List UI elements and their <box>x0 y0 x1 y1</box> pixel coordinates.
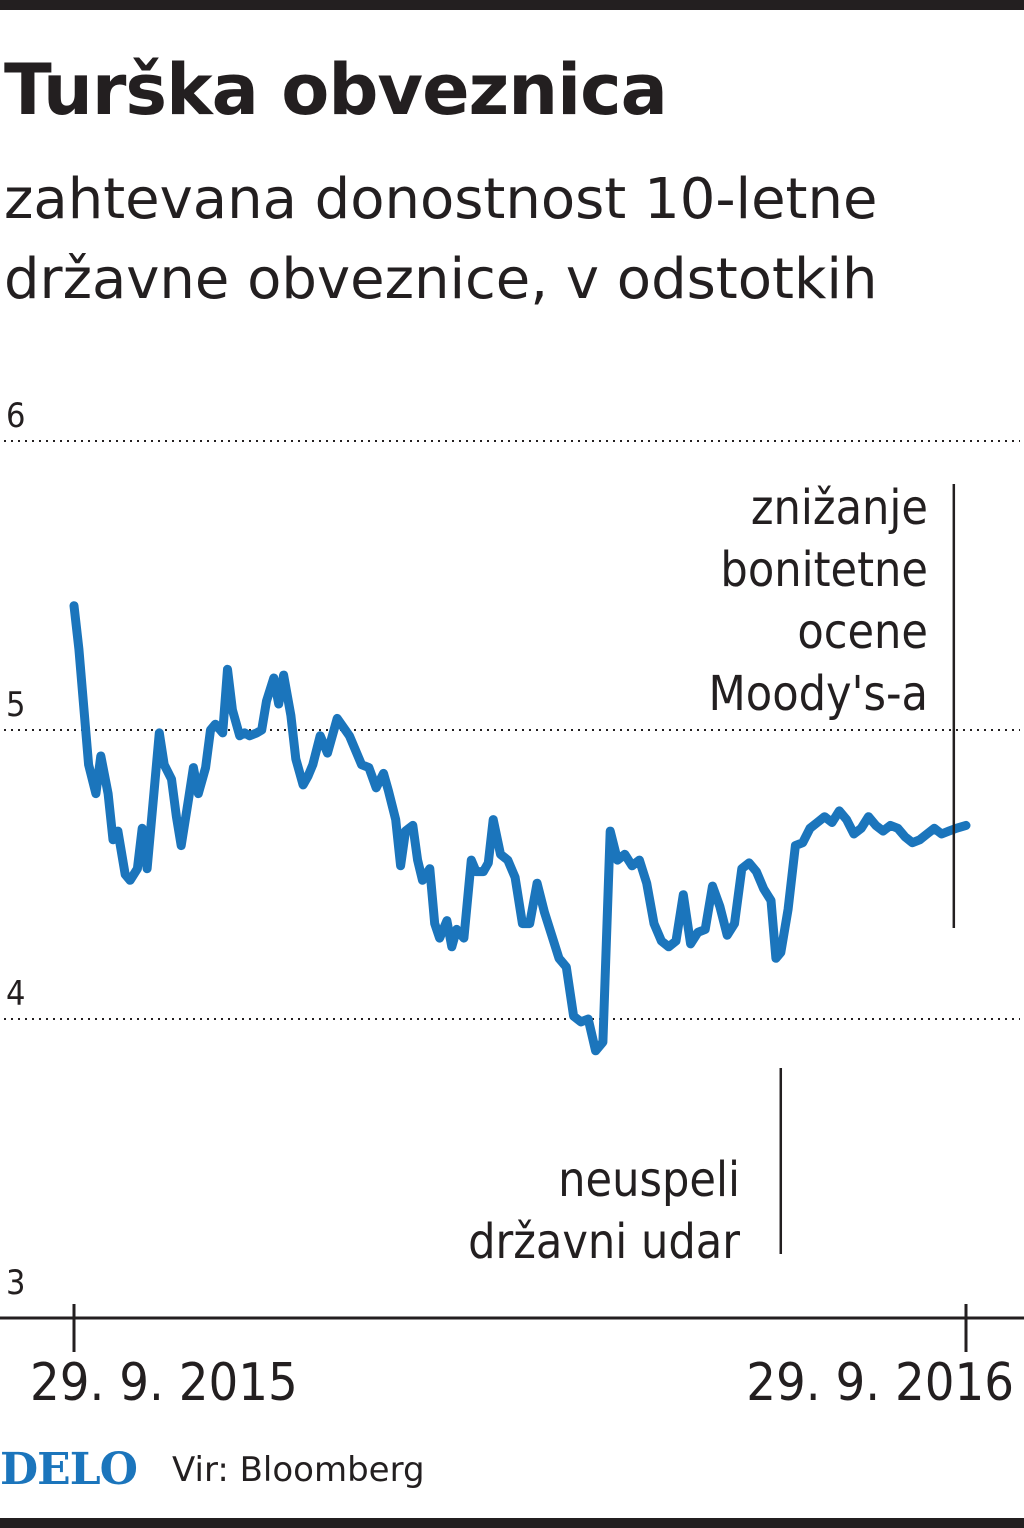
line-chart: 3 4 5 6 29. 9. 2015 29. 9. 2016 znižanje bonit… <box>0 396 1024 1413</box>
annotation-moodys-line-1: znižanje <box>751 480 928 536</box>
annotation-coup-line-1: neuspeli <box>558 1152 740 1208</box>
series-layer <box>69 601 971 1056</box>
footer: DELO Vir: Bloomberg <box>0 1440 1024 1500</box>
y-tick-label-3: 3 <box>6 1263 25 1303</box>
top-rule <box>0 0 1024 10</box>
annotation-moodys-line-3: ocene <box>797 604 928 660</box>
annotation-moodys-line-2: bonitetne <box>720 542 928 598</box>
chart-title: Turška obveznica <box>4 49 668 131</box>
annotation-layer: znižanje bonitetne ocene Moody's-a neuspeli d… <box>468 480 956 1270</box>
series-line-0 <box>69 601 971 1056</box>
delo-logo: DELO <box>0 1444 138 1495</box>
x-tick-label-1: 29. 9. 2016 <box>746 1353 1014 1413</box>
x-tick-label-0: 29. 9. 2015 <box>30 1353 298 1413</box>
axis-layer: 3 4 5 6 29. 9. 2015 29. 9. 2016 <box>0 396 1024 1413</box>
y-tick-label-5: 5 <box>6 685 25 725</box>
annotation-coup-line-2: državni udar <box>468 1214 740 1270</box>
source-credit: Vir: Bloomberg <box>172 1450 425 1490</box>
y-tick-label-4: 4 <box>6 974 25 1014</box>
chart-subtitle: zahtevana donostnost 10-letne državne ob… <box>4 167 878 312</box>
y-tick-label-6: 6 <box>6 396 25 436</box>
annotation-moodys-line-4: Moody's-a <box>709 666 928 722</box>
bottom-rule <box>0 1518 1024 1528</box>
grid-layer <box>4 440 1020 1020</box>
